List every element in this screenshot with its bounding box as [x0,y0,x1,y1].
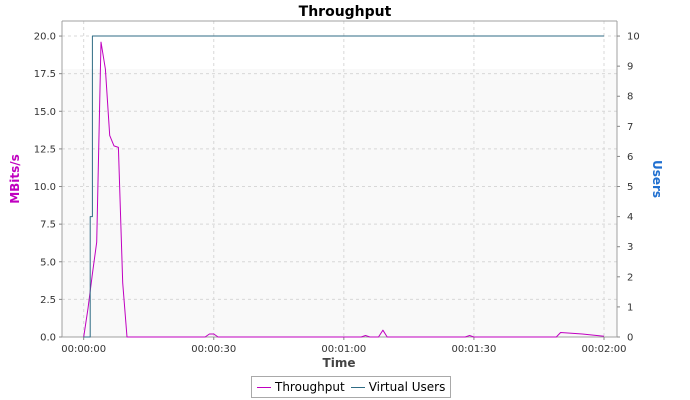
chart-title: Throughput [299,4,392,20]
y-tick-label: 20.0 [34,32,56,43]
series-line-virtual-users [83,35,604,338]
y2-tick-label: 1 [627,302,633,313]
y2-tick-label: 0 [627,333,633,344]
axis-ticks: 00:00:00 00:00:30 00:01:00 00:01:30 00:02:00… [34,32,640,355]
legend-item-virtual-users: Virtual Users [350,380,446,394]
y2-tick-label: 10 [627,32,640,43]
y-tick-label: 12.5 [34,144,56,155]
x-axis-label: Time [323,356,356,370]
y2-tick-label: 8 [627,92,633,103]
y-axis-label: MBits/s [8,154,22,204]
x-tick-label: 00:00:30 [191,344,236,355]
y2-tick-label: 3 [627,242,633,253]
y2-tick-label: 7 [627,122,633,133]
y2-tick-label: 4 [627,212,633,223]
y-tick-label: 5.0 [40,257,56,268]
y2-tick-label: 2 [627,272,633,283]
y2-axis-label: Users [650,160,664,198]
y2-tick-label: 5 [627,182,633,193]
y2-tick-label: 9 [627,62,633,73]
legend-swatch-throughput [257,386,271,388]
x-tick-label: 00:02:00 [582,344,627,355]
series-line-throughput [83,41,605,338]
legend: Throughput Virtual Users [251,376,452,398]
x-tick-label: 00:00:00 [61,344,106,355]
legend-label-virtual-users: Virtual Users [368,380,446,394]
y-tick-label: 0.0 [40,333,56,344]
x-tick-label: 00:01:00 [321,344,366,355]
y2-tick-label: 6 [627,152,633,163]
y-tick-label: 7.5 [40,220,56,231]
legend-item-throughput: Throughput [257,380,345,394]
x-tick-label: 00:01:30 [451,344,496,355]
y-tick-label: 2.5 [40,295,56,306]
legend-swatch-virtual-users [350,386,365,388]
legend-label-throughput: Throughput [275,380,345,394]
y-tick-label: 10.0 [34,182,56,193]
series-lines [83,35,605,338]
plot-upper-band [62,21,617,69]
y-tick-label: 17.5 [34,69,56,80]
y-tick-label: 15.0 [34,107,56,118]
